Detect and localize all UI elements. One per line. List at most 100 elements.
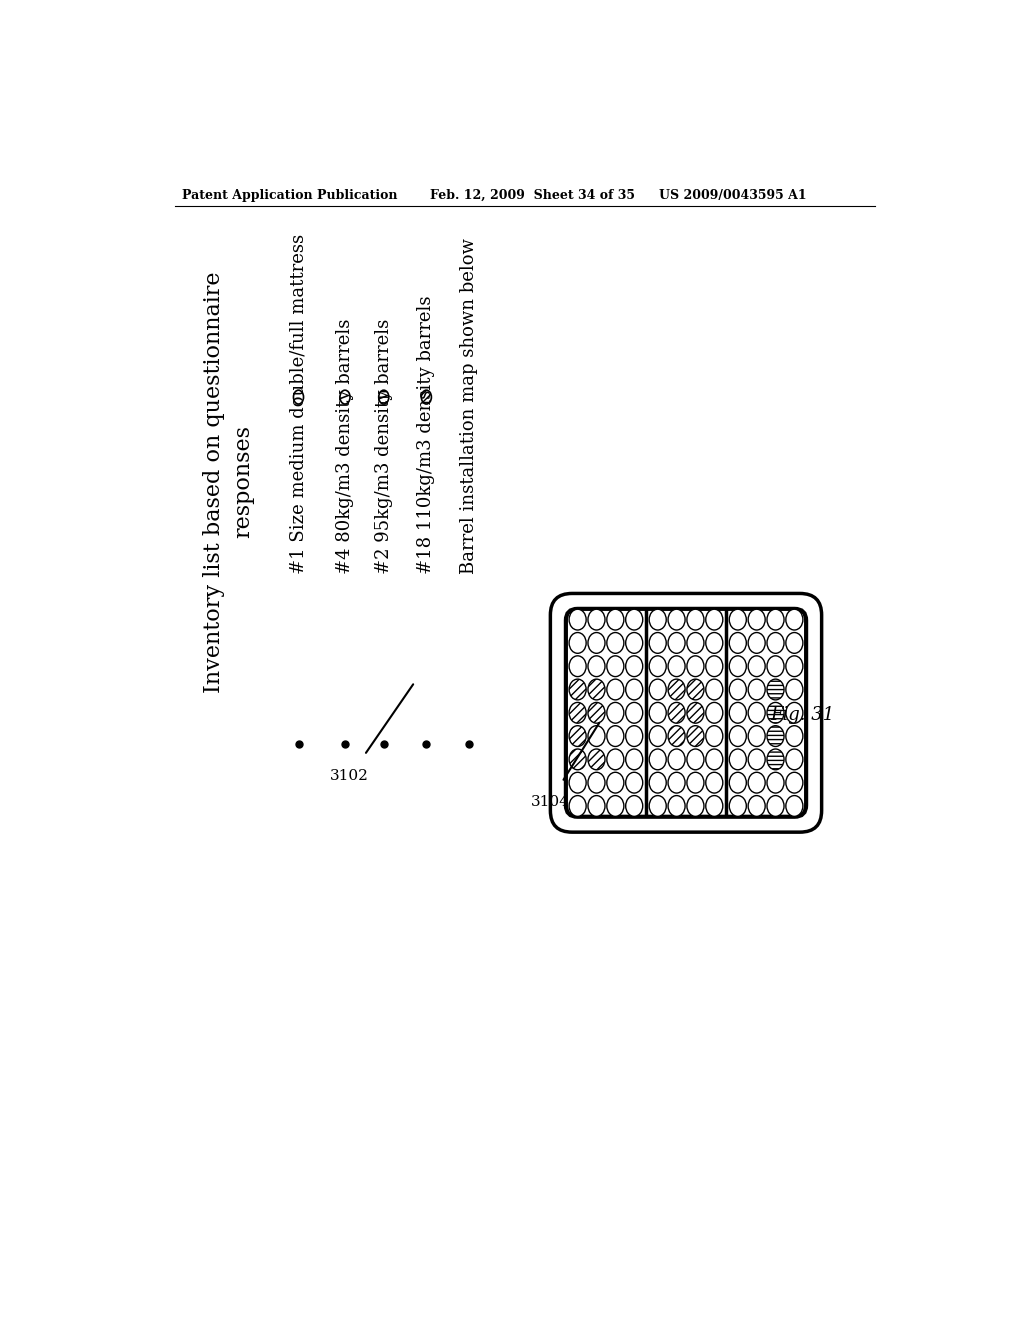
Ellipse shape — [607, 772, 624, 793]
Ellipse shape — [785, 772, 803, 793]
Ellipse shape — [706, 656, 723, 677]
Ellipse shape — [767, 702, 784, 723]
Ellipse shape — [626, 678, 643, 700]
Text: Feb. 12, 2009  Sheet 34 of 35: Feb. 12, 2009 Sheet 34 of 35 — [430, 189, 635, 202]
Ellipse shape — [767, 678, 784, 700]
Ellipse shape — [588, 678, 605, 700]
Ellipse shape — [626, 748, 643, 770]
Ellipse shape — [626, 702, 643, 723]
Ellipse shape — [668, 726, 685, 747]
Ellipse shape — [729, 772, 746, 793]
Text: Barrel installation map shown below: Barrel installation map shown below — [460, 239, 478, 574]
Ellipse shape — [767, 748, 784, 770]
Text: #1 Size medium double/full mattress: #1 Size medium double/full mattress — [290, 234, 307, 574]
Ellipse shape — [687, 772, 703, 793]
Ellipse shape — [687, 748, 703, 770]
Ellipse shape — [767, 656, 784, 677]
Text: Fig. 31: Fig. 31 — [770, 706, 835, 725]
Ellipse shape — [729, 796, 746, 816]
Ellipse shape — [687, 796, 703, 816]
Ellipse shape — [729, 656, 746, 677]
Ellipse shape — [749, 796, 765, 816]
Ellipse shape — [767, 772, 784, 793]
Ellipse shape — [607, 656, 624, 677]
Ellipse shape — [649, 772, 667, 793]
Ellipse shape — [749, 772, 765, 793]
Ellipse shape — [668, 632, 685, 653]
Ellipse shape — [607, 678, 624, 700]
Ellipse shape — [668, 610, 685, 630]
Ellipse shape — [626, 796, 643, 816]
Ellipse shape — [649, 678, 667, 700]
Ellipse shape — [649, 632, 667, 653]
Text: #18 110kg/m3 density barrels: #18 110kg/m3 density barrels — [418, 296, 435, 574]
Ellipse shape — [749, 656, 765, 677]
Ellipse shape — [749, 632, 765, 653]
Ellipse shape — [706, 610, 723, 630]
Text: 3104: 3104 — [530, 795, 569, 809]
Ellipse shape — [785, 748, 803, 770]
Ellipse shape — [706, 726, 723, 747]
Ellipse shape — [379, 391, 389, 404]
Ellipse shape — [785, 678, 803, 700]
Ellipse shape — [729, 632, 746, 653]
Ellipse shape — [421, 391, 431, 404]
Ellipse shape — [687, 632, 703, 653]
Ellipse shape — [588, 656, 605, 677]
Ellipse shape — [749, 678, 765, 700]
FancyBboxPatch shape — [550, 594, 821, 832]
Ellipse shape — [649, 656, 667, 677]
Ellipse shape — [649, 796, 667, 816]
Ellipse shape — [569, 772, 586, 793]
Ellipse shape — [569, 632, 586, 653]
Ellipse shape — [668, 796, 685, 816]
Ellipse shape — [749, 610, 765, 630]
Ellipse shape — [569, 678, 586, 700]
Ellipse shape — [729, 702, 746, 723]
Text: #2 95kg/m3 density barrels: #2 95kg/m3 density barrels — [375, 319, 393, 574]
Ellipse shape — [706, 678, 723, 700]
Ellipse shape — [785, 632, 803, 653]
Ellipse shape — [588, 748, 605, 770]
Ellipse shape — [668, 772, 685, 793]
Ellipse shape — [569, 796, 586, 816]
Ellipse shape — [626, 726, 643, 747]
Ellipse shape — [706, 702, 723, 723]
Ellipse shape — [607, 726, 624, 747]
Ellipse shape — [706, 748, 723, 770]
Ellipse shape — [649, 610, 667, 630]
Ellipse shape — [767, 632, 784, 653]
Text: 3102: 3102 — [330, 770, 369, 783]
Ellipse shape — [729, 610, 746, 630]
Ellipse shape — [668, 678, 685, 700]
Text: US 2009/0043595 A1: US 2009/0043595 A1 — [658, 189, 807, 202]
Ellipse shape — [785, 726, 803, 747]
Ellipse shape — [626, 656, 643, 677]
Ellipse shape — [687, 678, 703, 700]
Ellipse shape — [569, 726, 586, 747]
Ellipse shape — [607, 632, 624, 653]
Ellipse shape — [588, 632, 605, 653]
Ellipse shape — [649, 726, 667, 747]
Ellipse shape — [785, 656, 803, 677]
Ellipse shape — [607, 610, 624, 630]
Ellipse shape — [588, 726, 605, 747]
Ellipse shape — [749, 726, 765, 747]
Ellipse shape — [569, 748, 586, 770]
Ellipse shape — [607, 748, 624, 770]
Text: #4 80kg/m3 density barrels: #4 80kg/m3 density barrels — [336, 319, 354, 574]
Ellipse shape — [588, 702, 605, 723]
Ellipse shape — [569, 656, 586, 677]
Text: Inventory list based on questionnaire
responses: Inventory list based on questionnaire re… — [204, 271, 254, 693]
Ellipse shape — [687, 656, 703, 677]
Ellipse shape — [785, 796, 803, 816]
Ellipse shape — [749, 702, 765, 723]
Ellipse shape — [626, 610, 643, 630]
Ellipse shape — [767, 610, 784, 630]
Ellipse shape — [668, 748, 685, 770]
Ellipse shape — [729, 748, 746, 770]
Ellipse shape — [588, 796, 605, 816]
Ellipse shape — [729, 726, 746, 747]
Ellipse shape — [588, 772, 605, 793]
Ellipse shape — [569, 610, 586, 630]
